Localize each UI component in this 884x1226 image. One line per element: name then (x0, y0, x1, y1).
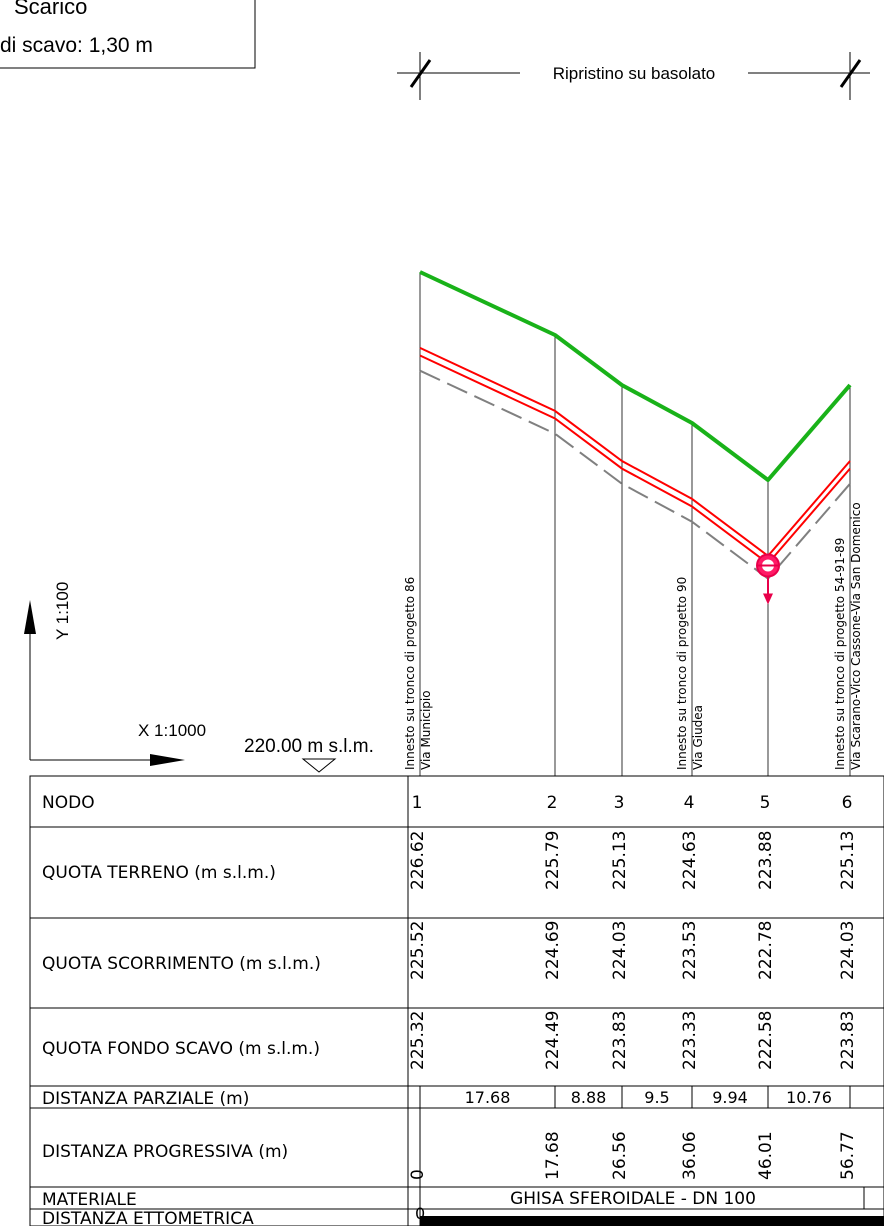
row-label-parziale: DISTANZA PARZIALE (m) (42, 1089, 249, 1109)
discharge-arrow-head (763, 593, 773, 604)
node-number: 1 (412, 793, 423, 813)
progressiva-value: 17.68 (543, 1131, 563, 1180)
ettometrica-bar (420, 1216, 884, 1226)
quota-terreno-value: 224.63 (680, 831, 700, 890)
annotation-innesto: Innesto su tronco di progetto 86 (403, 577, 417, 770)
row-label-fondo: QUOTA FONDO SCAVO (m s.l.m.) (42, 1039, 320, 1059)
node-number: 4 (684, 793, 695, 813)
quota-terreno-value: 226.62 (408, 831, 428, 890)
profile-plot (420, 272, 850, 776)
annotation-innesto: Innesto su tronco di progetto 54-91-89 (833, 538, 847, 770)
datum-triangle (303, 759, 335, 772)
legend-line-2: di scavo: 1,30 m (0, 34, 153, 57)
quota-fondo-value: 223.83 (610, 1011, 630, 1070)
quota-terreno-value: 225.79 (543, 831, 563, 890)
node-number: 3 (614, 793, 625, 813)
row-label-ettometrica: DISTANZA ETTOMETRICA (42, 1209, 254, 1226)
quota-scorrimento-value: 224.03 (610, 921, 630, 980)
node-number: 5 (760, 793, 771, 813)
material-value: GHISA SFEROIDALE - DN 100 (510, 1189, 756, 1209)
node-annotations: Innesto su tronco di progetto 86 Via Muni… (403, 502, 863, 770)
progressiva-value: 26.56 (610, 1131, 630, 1180)
quota-scorrimento-value: 223.53 (680, 921, 700, 980)
row-label-progressiva: DISTANZA PROGRESSIVA (m) (42, 1142, 288, 1162)
parziale-value: 9.94 (712, 1088, 748, 1107)
progressiva-value: 46.01 (756, 1131, 776, 1180)
quota-scorrimento-value: 225.52 (408, 921, 428, 980)
x-scale-label: X 1:1000 (138, 721, 206, 740)
y-scale-label: Y 1:100 (53, 582, 72, 640)
annotation-innesto: Innesto su tronco di progetto 90 (675, 577, 689, 770)
quota-fondo-value: 223.83 (838, 1011, 858, 1070)
quota-terreno-value: 223.88 (756, 831, 776, 890)
quota-scorrimento-value: 222.78 (756, 921, 776, 980)
progressiva-value: 56.77 (838, 1131, 858, 1180)
node-number: 2 (547, 793, 558, 813)
node-number: 6 (842, 793, 853, 813)
ripristino-marker: Ripristino su basolato (397, 52, 870, 100)
data-table: NODO QUOTA TERRENO (m s.l.m.) QUOTA SCOR… (30, 776, 884, 1226)
parziale-value: 8.88 (571, 1088, 607, 1107)
scale-axes: Y 1:100 X 1:1000 220.00 m s.l.m. (24, 582, 374, 772)
progressiva-value: 0 (408, 1169, 428, 1180)
annotation-via: Via Municipio (419, 690, 433, 770)
parziale-value: 10.76 (786, 1088, 832, 1107)
ettometrica-start: 0 (415, 1204, 425, 1223)
terreno-line (420, 272, 850, 480)
quota-fondo-value: 222.58 (756, 1011, 776, 1070)
quota-scorrimento-value: 224.69 (543, 921, 563, 980)
progressiva-value: 36.06 (680, 1131, 700, 1180)
quota-terreno-value: 225.13 (838, 831, 858, 890)
quota-fondo-value: 223.33 (680, 1011, 700, 1070)
quota-fondo-value: 225.32 (408, 1011, 428, 1070)
quota-scorrimento-value: 224.03 (838, 921, 858, 980)
legend-line-1: Scarico (14, 0, 87, 19)
annotation-via: Via Giudea (691, 705, 705, 770)
parziale-value: 9.5 (644, 1088, 669, 1107)
ripristino-label: Ripristino su basolato (553, 64, 716, 83)
pipe-crown-line (420, 348, 850, 556)
row-label-scorrimento: QUOTA SCORRIMENTO (m s.l.m.) (42, 954, 321, 974)
annotation-via: Via Scarano-Vico Cassone-Via San Domenic… (849, 502, 863, 770)
datum-label: 220.00 m s.l.m. (244, 736, 374, 757)
quota-terreno-value: 225.13 (610, 831, 630, 890)
quota-fondo-value: 224.49 (543, 1011, 563, 1070)
row-label-nodo: NODO (42, 793, 95, 813)
legend-box: Scarico di scavo: 1,30 m (0, 0, 255, 68)
row-label-materiale: MATERIALE (42, 1190, 137, 1210)
parziale-value: 17.68 (465, 1088, 511, 1107)
row-label-terreno: QUOTA TERRENO (m s.l.m.) (42, 863, 276, 883)
